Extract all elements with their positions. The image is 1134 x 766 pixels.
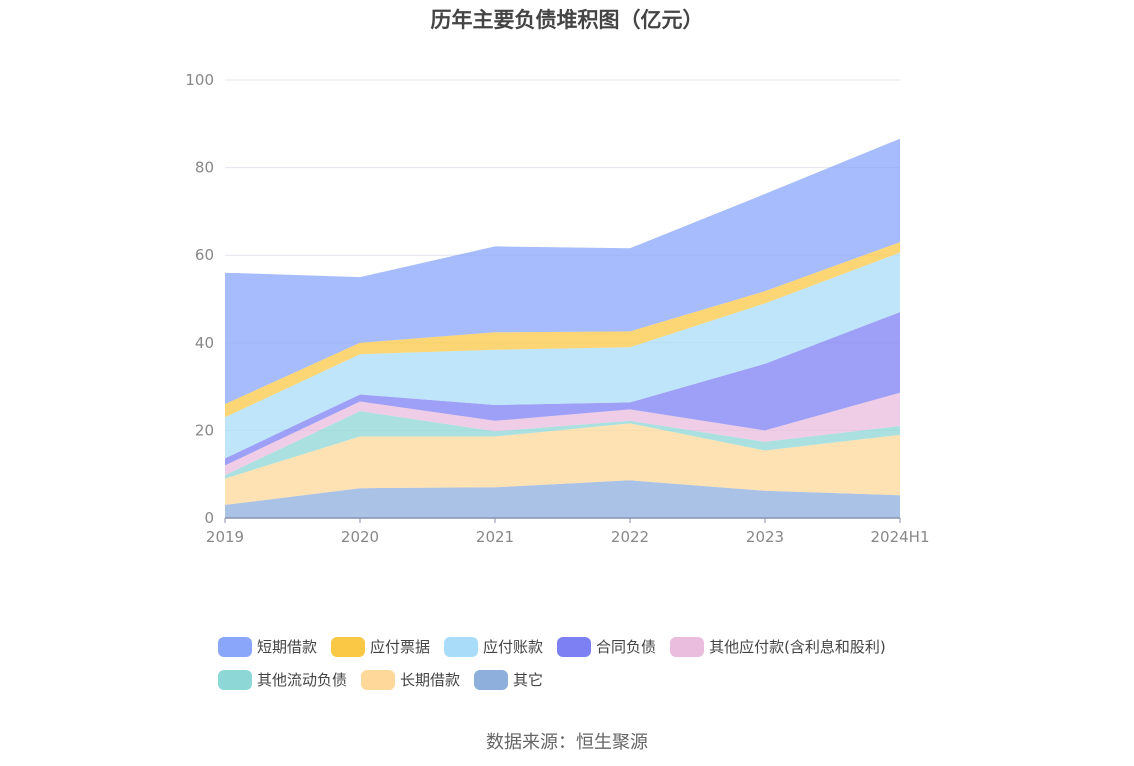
data-source-note: 数据来源：恒生聚源 xyxy=(486,732,648,753)
legend-item[interactable]: 应付账款 xyxy=(444,636,543,657)
chart-title: 历年主要负债堆积图（亿元） xyxy=(430,8,704,32)
legend-swatch xyxy=(670,636,705,657)
y-tick-label: 20 xyxy=(195,421,214,439)
legend-swatch xyxy=(557,636,592,657)
legend-swatch xyxy=(474,669,509,690)
x-tick-label: 2020 xyxy=(341,528,379,546)
legend-label: 长期借款 xyxy=(400,671,461,689)
y-tick-label: 80 xyxy=(195,159,214,177)
legend-item[interactable]: 短期借款 xyxy=(218,636,317,657)
legend-item[interactable]: 其他应付款(含利息和股利) xyxy=(670,636,886,657)
legend-item[interactable]: 合同负债 xyxy=(557,636,656,657)
legend-swatch xyxy=(331,636,366,657)
x-tick-label: 2023 xyxy=(746,528,784,546)
legend-label: 其他应付款(含利息和股利) xyxy=(709,638,886,656)
y-tick-label: 60 xyxy=(195,246,214,264)
area-layer xyxy=(225,138,900,518)
area-series-其他应付款(含利息和股利) xyxy=(225,392,900,476)
x-tick-label: 2022 xyxy=(611,528,649,546)
legend-swatch xyxy=(218,636,252,657)
legend-item[interactable]: 长期借款 xyxy=(361,669,460,690)
x-tick-label: 2019 xyxy=(206,528,244,546)
legend-swatch xyxy=(218,669,252,690)
legend-item[interactable]: 应付票据 xyxy=(331,636,430,657)
y-tick-label: 0 xyxy=(204,509,214,527)
area-series-其它 xyxy=(225,480,900,518)
legend-row-2: 其他流动负债 长期借款 其它 xyxy=(218,663,938,696)
legend-swatch xyxy=(361,669,396,690)
legend-swatch xyxy=(444,636,479,657)
x-tick-label: 2024H1 xyxy=(871,528,930,546)
chart-legend: 短期借款 应付票据 应付账款 合同负债 其他应付款(含利息和股利) 其他流动负债 长期借款… xyxy=(218,630,938,696)
area-series-合同负债 xyxy=(225,312,900,466)
axis-layer: 0 20 40 60 80 100 2019 2020 2021 2022 2023 2024H1 xyxy=(185,71,929,546)
area-series-长期借款 xyxy=(225,423,900,505)
legend-label: 短期借款 xyxy=(257,638,318,656)
legend-label: 应付票据 xyxy=(370,638,431,656)
x-tick-label: 2021 xyxy=(476,528,514,546)
legend-label: 其它 xyxy=(513,671,544,689)
legend-item[interactable]: 其它 xyxy=(474,669,543,690)
stacked-area-chart: 0 20 40 60 80 100 2019 2020 2021 2022 2023 2024H1 xyxy=(185,71,929,546)
y-tick-label: 40 xyxy=(195,334,214,352)
area-series-应付账款 xyxy=(225,252,900,459)
legend-row-1: 短期借款 应付票据 应付账款 合同负债 其他应付款(含利息和股利) xyxy=(218,630,938,663)
legend-item[interactable]: 其他流动负债 xyxy=(218,669,347,690)
legend-label: 其他流动负债 xyxy=(257,671,348,689)
y-tick-label: 100 xyxy=(185,71,214,89)
area-series-短期借款 xyxy=(225,138,900,405)
legend-label: 应付账款 xyxy=(483,638,544,656)
legend-label: 合同负债 xyxy=(596,638,657,656)
area-series-其他流动负债 xyxy=(225,411,900,479)
